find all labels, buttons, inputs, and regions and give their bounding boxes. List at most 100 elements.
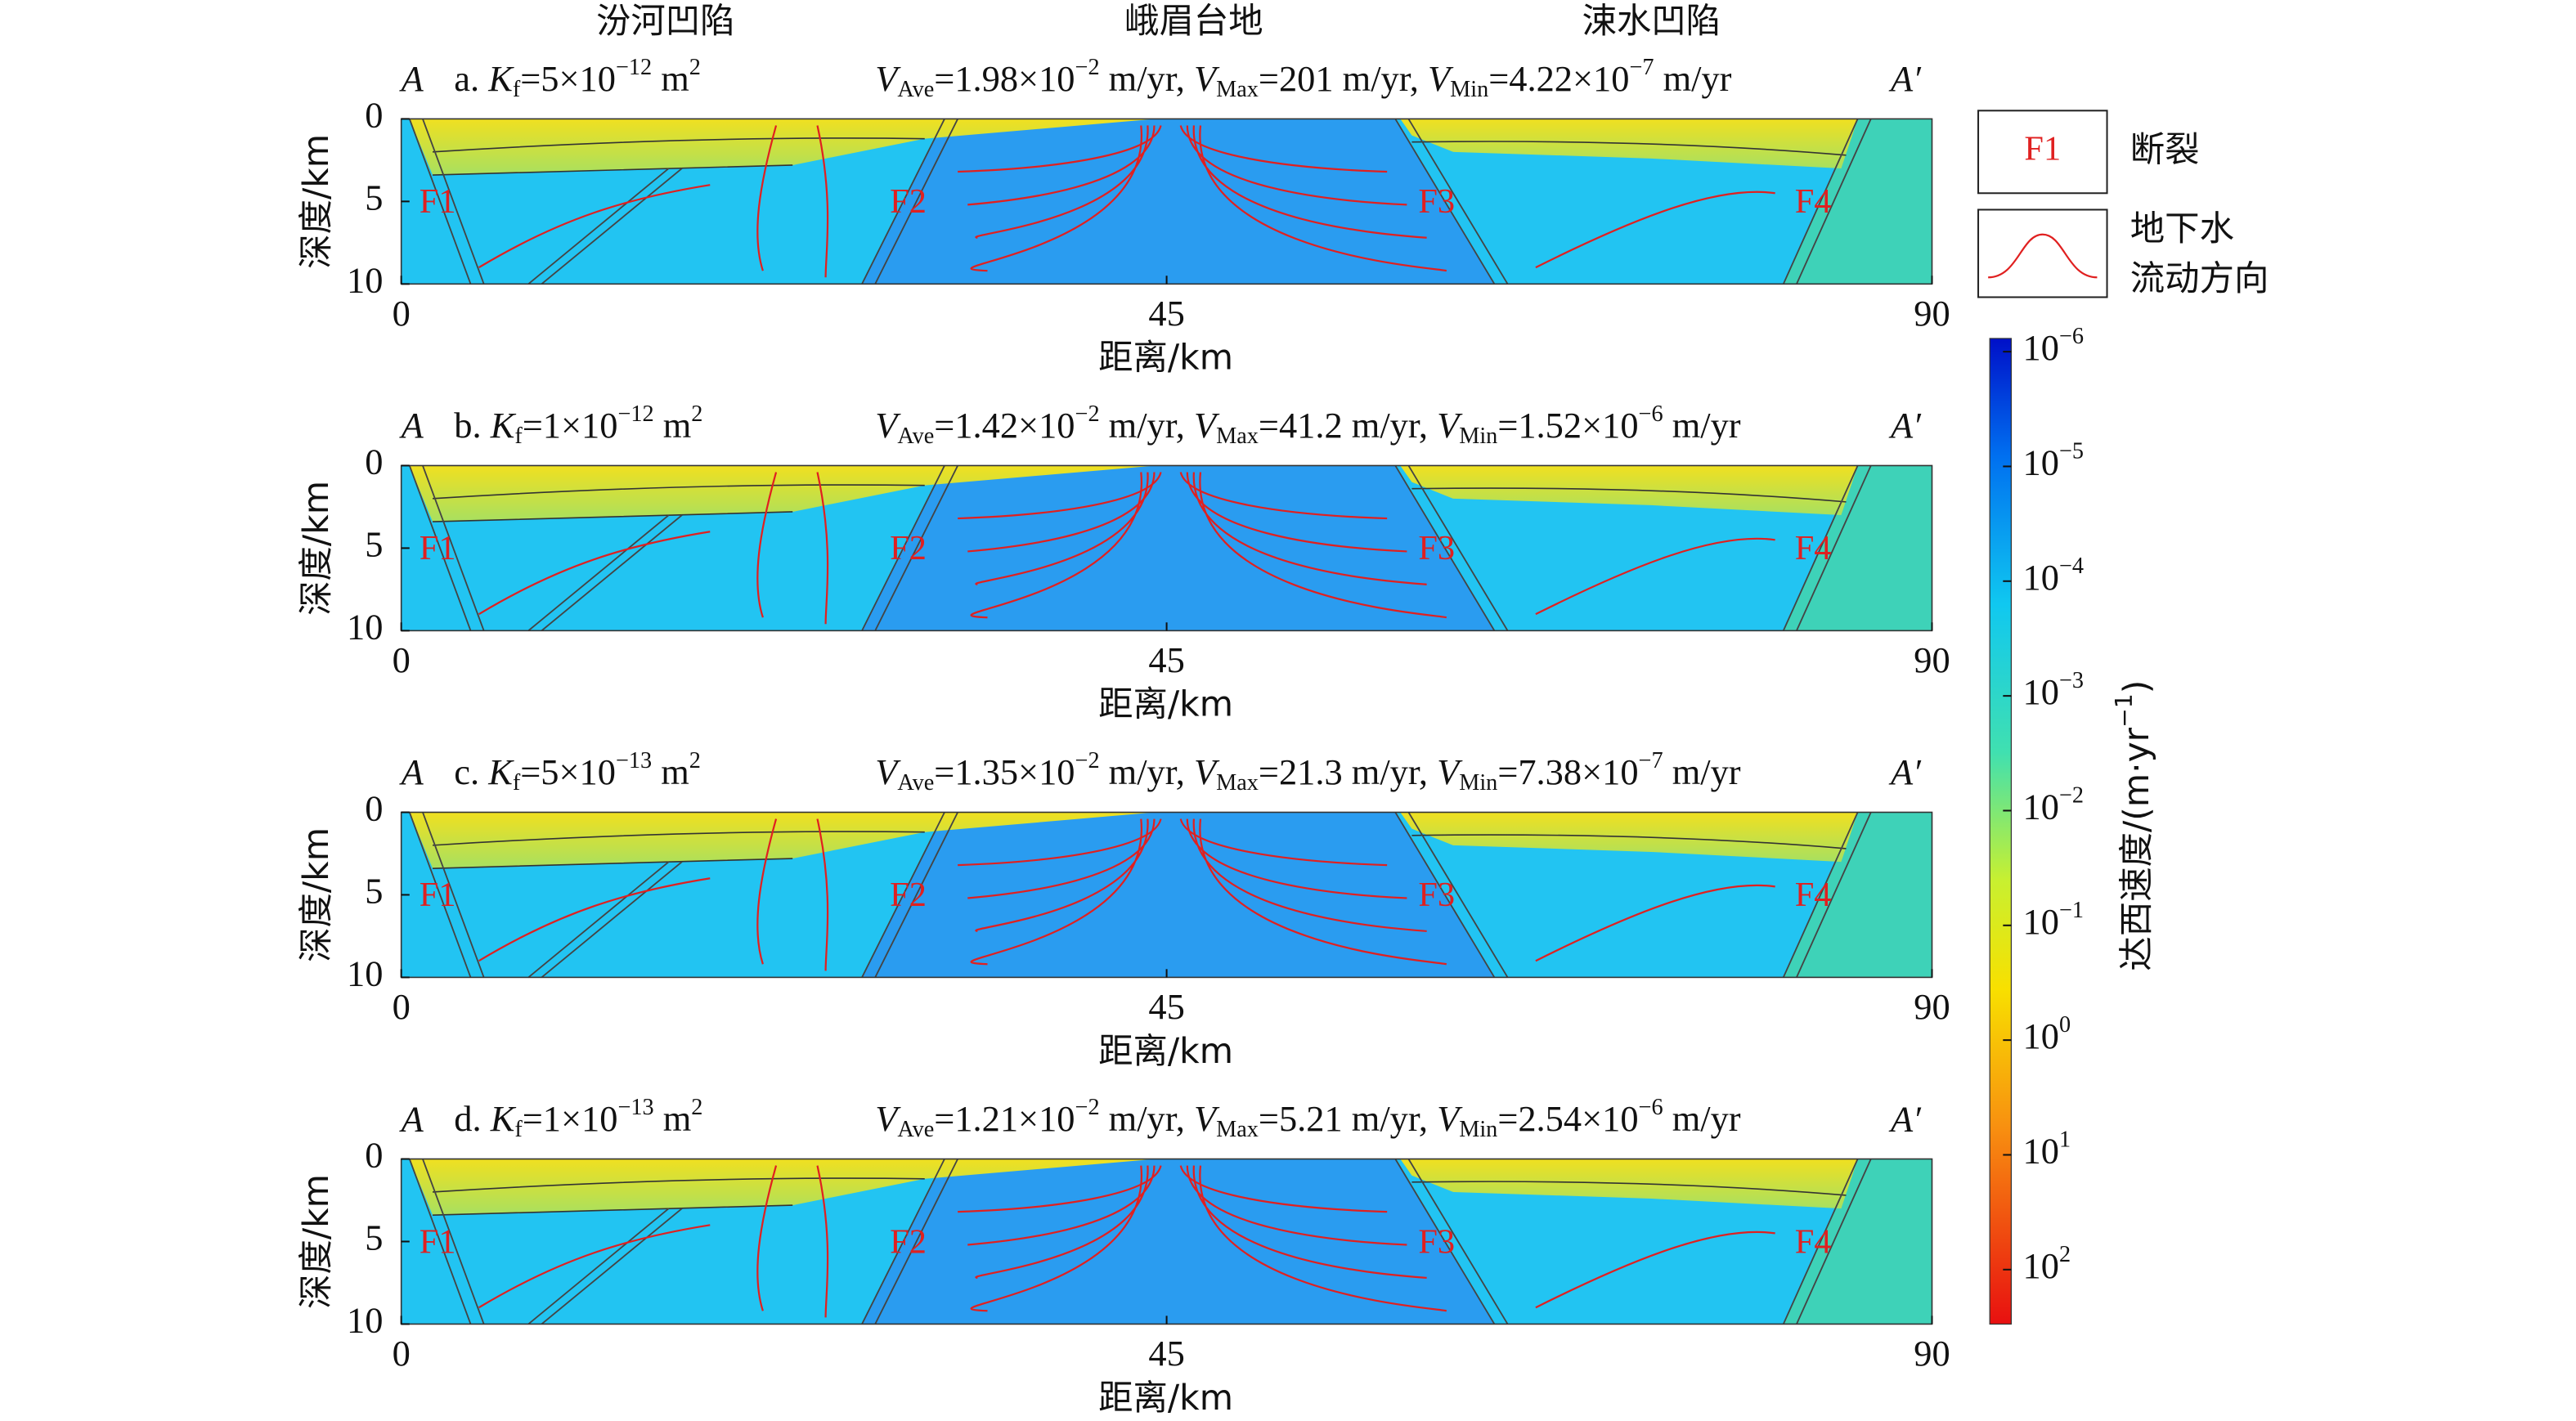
- fault-zone: [1782, 119, 1872, 285]
- text-segment: =2.54×10: [1497, 1098, 1638, 1139]
- text-segment: 10: [2023, 1015, 2059, 1056]
- section-end: A′: [1888, 405, 1922, 446]
- fault-zone: [527, 1208, 683, 1325]
- flow-lines: [478, 125, 1775, 278]
- fault-zone: [1782, 812, 1872, 978]
- text-segment: 2: [691, 401, 702, 427]
- section-end: A: [399, 405, 424, 446]
- panel-velocity: VAve=1.98×10−2 m/yr, VMax=201 m/yr, VMin…: [875, 55, 1731, 101]
- layer-boundary: [432, 137, 1847, 176]
- text-segment: Max: [1216, 770, 1259, 796]
- fault-zone: [861, 1159, 958, 1325]
- text-segment: V: [1194, 1098, 1220, 1139]
- text-segment: V: [1437, 405, 1463, 446]
- y-tick-label: 5: [365, 524, 383, 565]
- text-segment: 10: [2023, 1245, 2059, 1286]
- region-label: 汾河凹陷: [596, 1, 735, 41]
- text-segment: d.: [454, 1098, 490, 1139]
- text-segment: Max: [1216, 424, 1259, 449]
- text-segment: −5: [2059, 439, 2084, 464]
- text-segment: 达西速度/(m·yr: [2116, 727, 2156, 970]
- panel-velocity: VAve=1.21×10−2 m/yr, VMax=5.21 m/yr, VMi…: [875, 1095, 1741, 1141]
- text-segment: Min: [1459, 1117, 1497, 1142]
- colorbar-tick-label: 10−4: [2023, 554, 2084, 598]
- colorbar-tick-label: 102: [2023, 1242, 2071, 1286]
- text-segment: −3: [2059, 668, 2084, 693]
- colorbar-tick-label: 10−5: [2023, 439, 2084, 483]
- fault-label: F4: [1795, 182, 1832, 221]
- colorbar-tick-label: 10−1: [2023, 898, 2084, 942]
- x-tick-label: 45: [1148, 1333, 1184, 1374]
- y-axis-label: 深度/km: [296, 481, 336, 616]
- fault-label: F4: [1795, 529, 1832, 567]
- text-segment: b.: [454, 405, 490, 446]
- hanging-wall: [1783, 1159, 1932, 1325]
- text-segment: 2: [691, 1095, 702, 1120]
- text-segment: m/yr,: [1100, 1098, 1194, 1139]
- fault-zone: [861, 812, 958, 978]
- text-segment: −1: [2059, 898, 2084, 923]
- panel: [400, 811, 1933, 979]
- fault-zone: [1394, 812, 1509, 978]
- text-segment: 10: [2023, 327, 2059, 368]
- text-segment: Ave: [897, 77, 934, 102]
- text-segment: −4: [2059, 554, 2084, 579]
- panel: [400, 464, 1933, 632]
- text-segment: =1.21×10: [934, 1098, 1075, 1139]
- x-tick-label: 45: [1148, 293, 1184, 334]
- text-segment: V: [875, 58, 901, 99]
- fault-label: F3: [1418, 1222, 1455, 1261]
- y-axis-label: 深度/km: [296, 1174, 336, 1309]
- panel: [400, 118, 1933, 285]
- flow-lines: [478, 1165, 1775, 1318]
- left-basin: [409, 465, 1156, 522]
- y-tick-label: 0: [365, 1135, 383, 1176]
- text-segment: −7: [1639, 748, 1663, 773]
- legend-flow-sample: [1988, 233, 2098, 279]
- text-segment: 10: [2023, 442, 2059, 483]
- text-segment: −7: [1629, 55, 1654, 80]
- fault-label: F4: [1795, 876, 1832, 914]
- fault-zone: [861, 119, 958, 285]
- hanging-wall: [1783, 119, 1932, 285]
- text-segment: V: [875, 751, 901, 792]
- x-tick-label: 90: [1914, 986, 1950, 1027]
- text-segment: V: [1437, 1098, 1463, 1139]
- y-tick-label: 0: [365, 442, 383, 482]
- text-segment: =5.21 m/yr,: [1259, 1098, 1437, 1139]
- panel-velocity: VAve=1.42×10−2 m/yr, VMax=41.2 m/yr, VMi…: [875, 401, 1741, 448]
- platform-block: [862, 1159, 1495, 1325]
- fault-zone: [861, 465, 958, 631]
- colorbar-title: 达西速度/(m·yr−1): [2111, 680, 2156, 971]
- colorbar-tick-label: 10−3: [2023, 668, 2084, 712]
- section-end: A: [399, 751, 424, 792]
- text-segment: −12: [617, 401, 653, 427]
- text-segment: Ave: [897, 1117, 934, 1142]
- text-segment: 10: [2023, 557, 2059, 598]
- fault-zone: [408, 465, 485, 631]
- flow-lines: [478, 818, 1775, 971]
- text-segment: V: [1194, 58, 1220, 99]
- text-segment: Min: [1459, 770, 1497, 796]
- text-segment: 0: [2059, 1012, 2071, 1038]
- legend-fault-sample: F1: [2024, 130, 2061, 168]
- fault-zone: [408, 812, 485, 978]
- fault-zone: [408, 1159, 485, 1325]
- platform-block: [862, 465, 1495, 631]
- text-segment: 2: [2059, 1242, 2071, 1267]
- fault-zone: [527, 514, 683, 632]
- colorbar: [1989, 338, 2013, 1325]
- y-tick-label: 5: [365, 1217, 383, 1258]
- fault-label: F1: [420, 876, 456, 914]
- text-segment: =7.38×10: [1497, 751, 1638, 792]
- text-segment: =41.2 m/yr,: [1259, 405, 1437, 446]
- text-segment: =5×10: [520, 751, 616, 792]
- legend-label: 流动方向: [2130, 258, 2269, 298]
- text-segment: =1.98×10: [934, 58, 1075, 99]
- text-segment: V: [875, 1098, 901, 1139]
- left-basin: [409, 119, 1156, 176]
- x-tick-label: 90: [1914, 293, 1950, 334]
- colorbar-tick-label: 10−2: [2023, 783, 2084, 827]
- text-segment: −2: [2059, 783, 2084, 809]
